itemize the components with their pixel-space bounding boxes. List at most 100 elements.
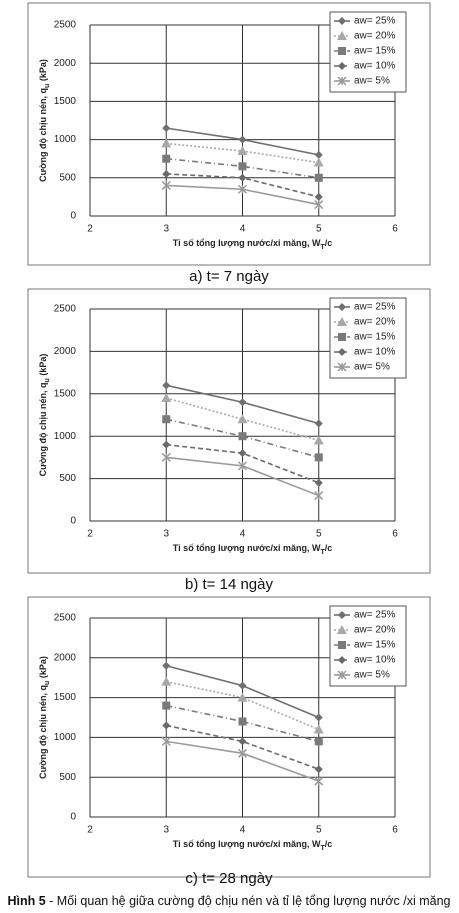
y-tick-label: 500 — [59, 473, 76, 484]
x-tick-label: 2 — [87, 825, 93, 836]
panel-caption: c) t= 28 ngày — [185, 870, 273, 887]
panel-frame — [27, 2, 431, 266]
marker — [237, 748, 248, 758]
marker — [162, 154, 171, 163]
x-label-part: Tỉ số tổng lượng nước/xi măng, W — [173, 238, 321, 248]
marker — [162, 415, 171, 424]
marker — [337, 362, 347, 372]
x-label-part: /c — [325, 238, 333, 248]
marker — [314, 453, 323, 462]
legend-label: aw= 25% — [354, 610, 396, 621]
y-tick-label: 0 — [70, 516, 76, 527]
y-tick-label: 1500 — [54, 692, 77, 703]
figure-text: - Mối quan hệ giữa cường độ chịu nén và … — [46, 894, 451, 908]
marker — [237, 414, 248, 424]
x-tick-label: 5 — [316, 529, 322, 540]
y-label-part: (kPa) — [38, 354, 48, 379]
y-tick-label: 2500 — [54, 20, 77, 31]
x-label-part: /c — [325, 543, 333, 553]
y-tick-label: 2000 — [54, 58, 77, 69]
y-tick-label: 1500 — [54, 96, 77, 107]
y-tick-label: 0 — [70, 211, 76, 222]
marker — [314, 150, 323, 159]
marker — [313, 435, 324, 445]
y-label-part: (kPa) — [38, 656, 48, 681]
marker — [314, 713, 323, 722]
marker — [237, 146, 248, 156]
legend-label: aw= 15% — [354, 640, 396, 651]
legend-label: aw= 15% — [354, 46, 396, 57]
legend-label: aw= 15% — [354, 332, 396, 343]
marker — [337, 317, 347, 326]
marker — [161, 393, 172, 403]
y-tick-label: 2500 — [54, 613, 77, 624]
x-tick-label: 2 — [87, 529, 93, 540]
legend-label: aw= 5% — [354, 670, 390, 681]
y-label-part: (kPa) — [38, 59, 48, 84]
y-tick-label: 2000 — [54, 652, 77, 663]
legend-label: aw= 10% — [354, 61, 396, 72]
marker — [238, 162, 247, 171]
series-line — [166, 704, 319, 743]
y-tick-label: 1000 — [54, 732, 77, 743]
marker — [237, 692, 248, 702]
marker — [238, 681, 247, 690]
legend-label: aw= 20% — [354, 625, 396, 636]
x-tick-label: 3 — [163, 825, 169, 836]
legend-label: aw= 20% — [354, 317, 396, 328]
marker — [338, 656, 346, 664]
marker — [314, 491, 324, 501]
x-axis-label: Tỉ số tổng lượng nước/xi măng, WT/c — [173, 238, 333, 251]
x-axis-label: Tỉ số tổng lượng nước/xi măng, WT/c — [173, 839, 333, 852]
x-axis-label: Tỉ số tổng lượng nước/xi măng, WT/c — [173, 543, 333, 556]
x-label-part: T — [321, 244, 326, 251]
marker — [338, 47, 346, 55]
marker — [162, 721, 171, 730]
y-label-part: u — [44, 681, 51, 685]
marker — [338, 62, 346, 70]
y-axis-label: Cường độ chịu nén, qu (kPa) — [38, 354, 51, 477]
marker — [162, 124, 171, 133]
marker — [337, 625, 347, 634]
y-label-part: u — [44, 84, 51, 88]
x-tick-label: 3 — [163, 529, 169, 540]
y-axis-label: Cường độ chịu nén, qu (kPa) — [38, 59, 51, 182]
x-tick-label: 5 — [316, 825, 322, 836]
panel-caption: a) t= 7 ngày — [189, 268, 269, 285]
marker — [314, 419, 323, 428]
panel-caption: b) t= 14 ngày — [185, 576, 273, 593]
marker — [313, 157, 324, 167]
legend-label: aw= 25% — [354, 16, 396, 27]
y-tick-label: 500 — [59, 772, 76, 783]
y-label-part: u — [44, 378, 51, 382]
x-tick-label: 4 — [240, 224, 246, 235]
marker — [237, 461, 248, 471]
marker — [238, 398, 247, 407]
series-line — [166, 724, 320, 770]
y-tick-label: 1000 — [54, 134, 77, 145]
x-label-part: Tỉ số tổng lượng nước/xi măng, W — [173, 543, 321, 553]
marker — [161, 138, 172, 148]
marker — [314, 765, 323, 774]
marker — [337, 76, 347, 86]
marker — [337, 31, 347, 40]
legend-label: aw= 5% — [354, 76, 390, 87]
marker — [161, 180, 171, 190]
marker — [161, 452, 171, 462]
marker — [314, 737, 323, 746]
y-tick-label: 2500 — [54, 304, 77, 315]
y-tick-label: 0 — [70, 812, 76, 823]
marker — [238, 432, 247, 441]
x-tick-label: 3 — [163, 224, 169, 235]
y-tick-label: 2000 — [54, 346, 77, 357]
y-axis-label: Cường độ chịu nén, qu (kPa) — [38, 656, 51, 779]
x-label-part: /c — [325, 839, 333, 849]
marker — [313, 724, 324, 734]
marker — [338, 348, 346, 356]
marker — [338, 17, 346, 25]
marker — [238, 737, 247, 746]
x-tick-label: 4 — [240, 825, 246, 836]
legend-label: aw= 20% — [354, 31, 396, 42]
marker — [338, 611, 346, 619]
